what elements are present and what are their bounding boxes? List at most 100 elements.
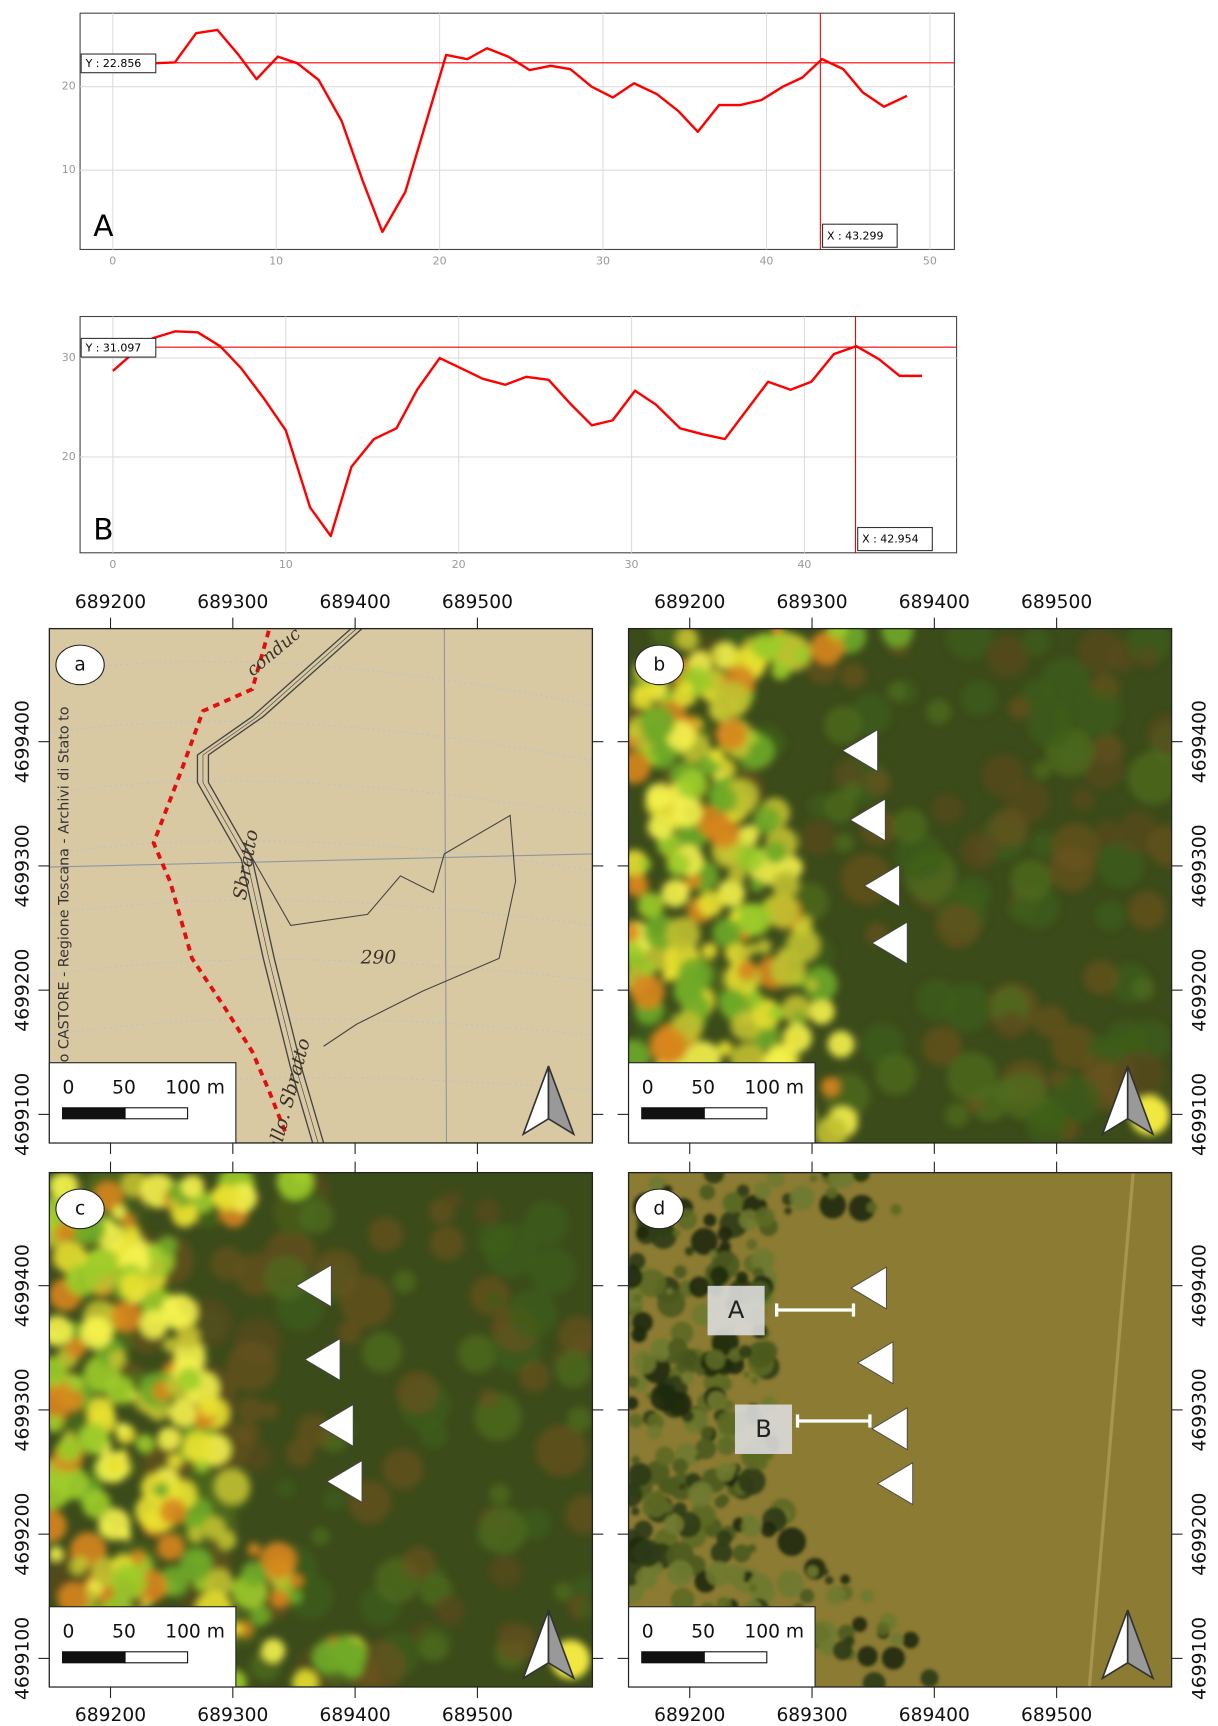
texture-blob (490, 1556, 522, 1588)
vegetation-blob (168, 1454, 183, 1469)
texture-blob (1131, 977, 1155, 1001)
vegetation-blob (652, 1413, 660, 1421)
texture-blob (475, 1199, 500, 1224)
vegetation-blob (921, 1669, 939, 1687)
texture-blob (242, 1442, 271, 1472)
texture-blob (834, 833, 854, 853)
texture-blob (1137, 648, 1157, 668)
texture-blob (498, 1622, 519, 1643)
vegetation-blob (709, 1250, 717, 1258)
vegetation-blob (733, 1544, 751, 1562)
scalebar-white (704, 1108, 767, 1119)
vegetation-blob (777, 1527, 806, 1556)
texture-blob (997, 1011, 1025, 1039)
vegetation-blob (674, 1265, 687, 1278)
profile-label: A (728, 1296, 745, 1324)
vegetation-blob (711, 786, 738, 813)
vegetation-blob (825, 1576, 834, 1585)
vegetation-blob (119, 1529, 131, 1541)
texture-blob (887, 681, 907, 701)
texture-blob (383, 1449, 424, 1490)
x-tick-label: 689400 (899, 1705, 970, 1726)
vegetation-blob (876, 1622, 890, 1636)
vegetation-blob (664, 1514, 684, 1534)
texture-blob (567, 1407, 592, 1432)
y-tick-label: 4699200 (1190, 1493, 1211, 1576)
x-tick-label: 689500 (1021, 592, 1092, 613)
vegetation-blob (747, 1341, 774, 1368)
vegetation-blob (661, 692, 672, 703)
texture-blob (286, 1439, 314, 1467)
vegetation-blob (116, 1423, 128, 1435)
vegetation-blob (771, 661, 790, 680)
panel-letter: d (653, 1198, 665, 1219)
vegetation-blob (751, 1248, 775, 1272)
vegetation-blob (159, 1236, 178, 1255)
vegetation-blob (701, 943, 717, 959)
texture-blob (264, 1255, 308, 1300)
vegetation-blob (666, 917, 701, 952)
vegetation-blob (631, 1507, 639, 1515)
y-tick-label: 10 (62, 163, 76, 176)
vegetation-blob (703, 1214, 716, 1227)
vegetation-blob (69, 1375, 84, 1390)
y-tick-label: 4699400 (1190, 1244, 1211, 1327)
profile-label: B (755, 1415, 772, 1443)
plot-area (80, 317, 957, 553)
vegetation-blob (746, 1239, 757, 1250)
vegetation-blob (751, 1376, 759, 1384)
texture-blob (536, 1425, 588, 1477)
vegetation-blob (738, 903, 771, 936)
vegetation-blob (214, 1184, 240, 1210)
vegetation-blob (712, 918, 741, 947)
texture-blob (945, 1103, 969, 1127)
y-tick-label: 20 (62, 80, 76, 93)
vegetation-blob (750, 878, 764, 892)
texture-blob (1074, 689, 1121, 736)
vegetation-blob (784, 1207, 792, 1215)
vegetation-blob (706, 1561, 731, 1586)
vegetation-blob (772, 870, 800, 898)
vegetation-blob (618, 1483, 642, 1507)
texture-blob (892, 808, 927, 843)
x-tick-label: 689400 (899, 592, 970, 613)
x-tick-label: 40 (797, 558, 811, 571)
vegetation-blob (806, 979, 818, 991)
texture-blob (369, 1217, 403, 1252)
vegetation-blob (699, 1184, 715, 1200)
vegetation-blob (826, 1585, 845, 1604)
scalebar-label: 0 (63, 1622, 75, 1643)
texture-blob (1148, 825, 1189, 866)
vegetation-blob (751, 633, 778, 660)
vegetation-blob (121, 1214, 135, 1228)
texture-blob (946, 614, 992, 660)
panel-letter: a (74, 654, 85, 675)
texture-blob (1095, 901, 1125, 931)
vegetation-blob (241, 1561, 266, 1586)
vegetation-blob (87, 1248, 117, 1278)
vegetation-blob (647, 1425, 661, 1439)
texture-blob (1010, 859, 1052, 901)
archive-credit: ogetto CASTORE - Regione Toscana - Archi… (57, 707, 73, 1101)
vegetation-blob (629, 1413, 643, 1427)
vegetation-blob (701, 1426, 714, 1439)
vegetation-blob (710, 748, 723, 761)
handwriting: 290 (360, 947, 397, 968)
vegetation-blob (672, 1458, 688, 1474)
vegetation-blob (737, 948, 750, 961)
vegetation-blob (637, 1226, 649, 1238)
figure: 010203040501020Y : 22.856X : 43.299A0102… (0, 0, 1218, 1726)
y-tick-label: 4699100 (1190, 1073, 1211, 1156)
texture-blob (1086, 1035, 1111, 1060)
scalebar-label: 50 (691, 1622, 715, 1643)
texture-blob (362, 1332, 403, 1373)
vegetation-blob (807, 1566, 819, 1578)
crosshair-y-label: Y : 31.097 (85, 341, 142, 354)
vegetation-blob (706, 651, 719, 664)
x-tick-label: 30 (625, 558, 639, 571)
scalebar-box (629, 1607, 815, 1687)
x-tick-label: 40 (759, 255, 773, 268)
plot-area (80, 13, 954, 249)
scalebar-label: 100 m (165, 1078, 225, 1099)
vegetation-blob (777, 1570, 804, 1597)
